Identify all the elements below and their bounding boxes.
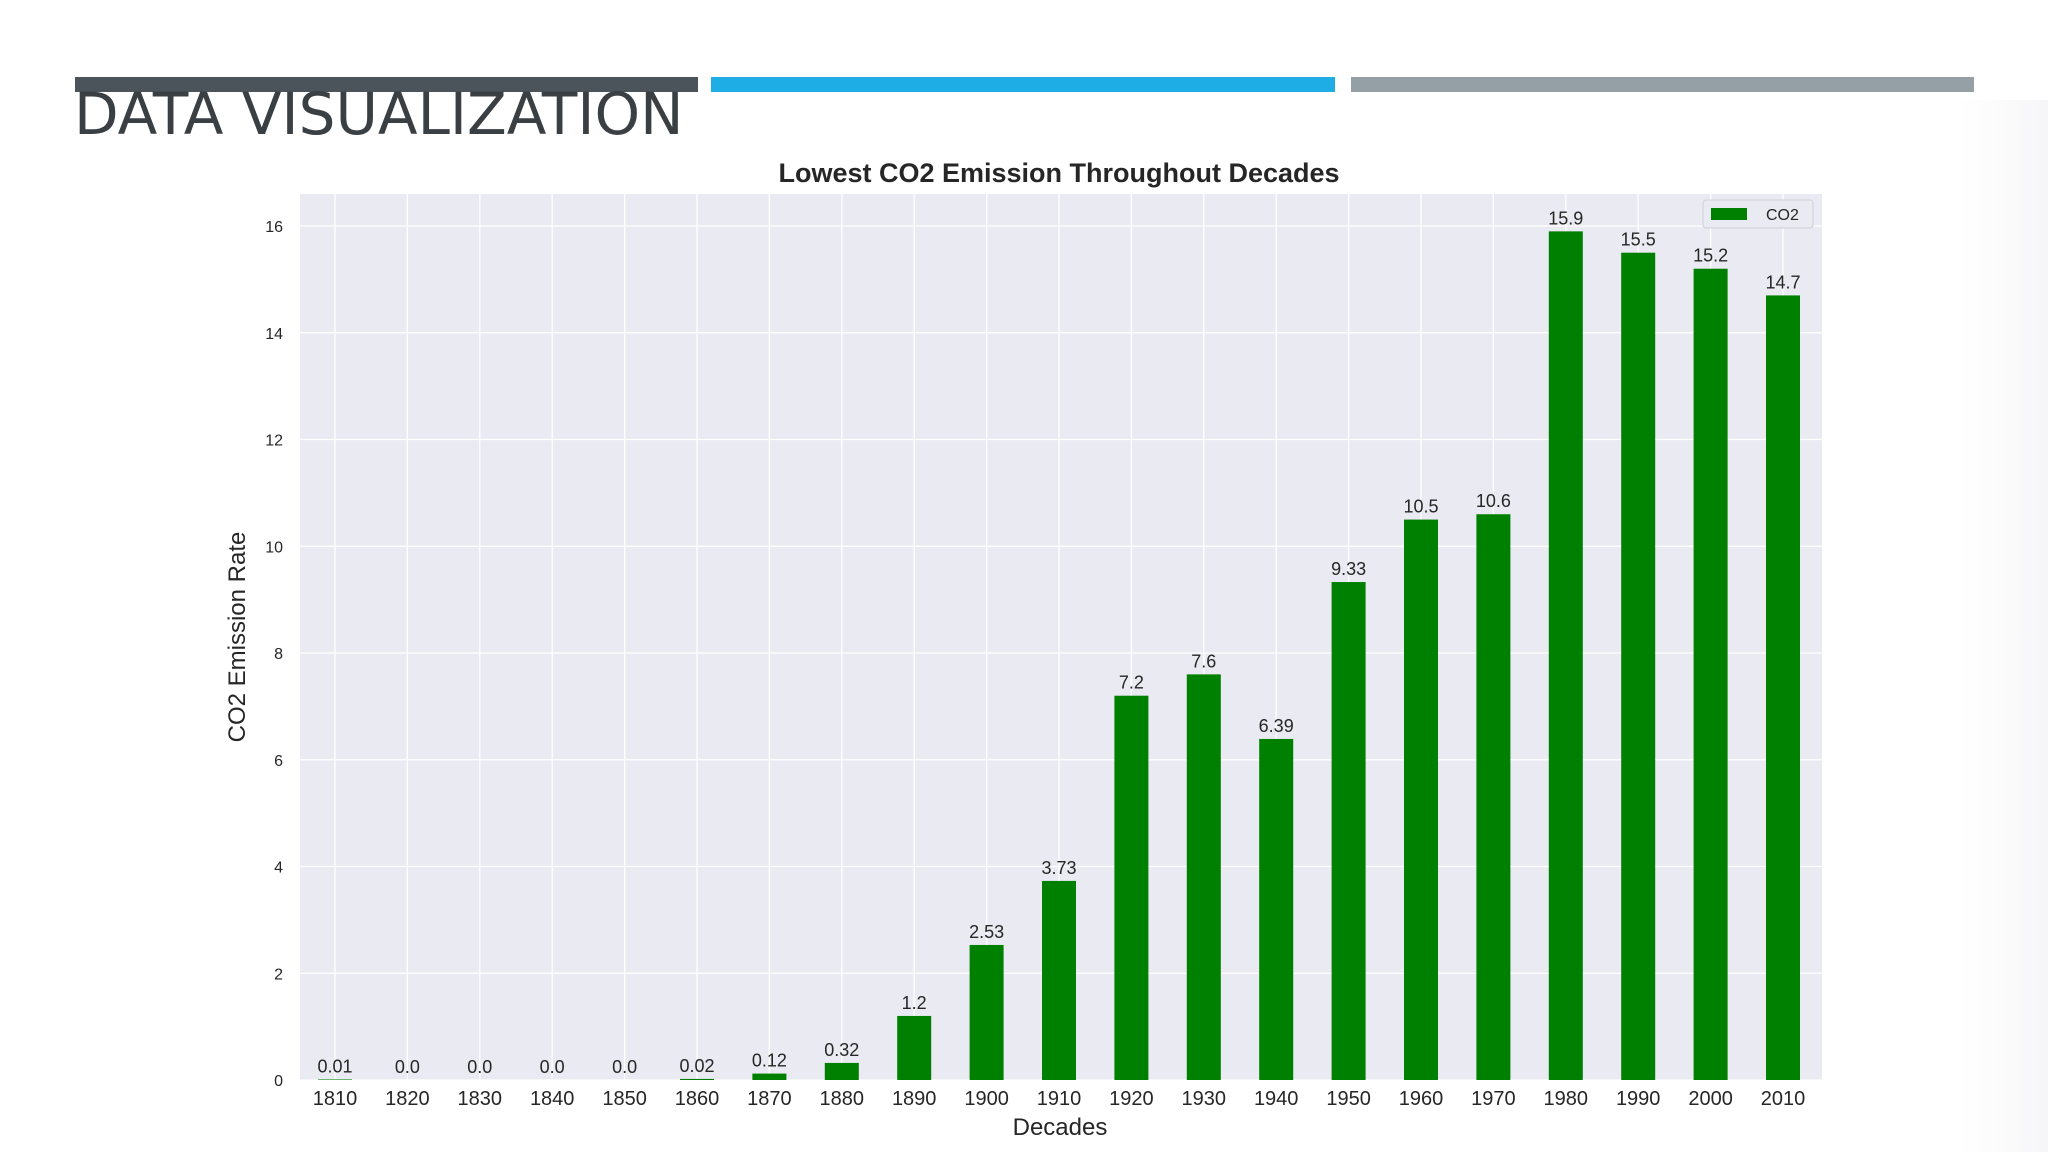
bar-1880 <box>824 1062 859 1080</box>
x-tick-label: 2000 <box>1688 1088 1733 1110</box>
data-label-1970: 10.6 <box>1476 491 1511 511</box>
x-tick-label: 1890 <box>892 1088 937 1110</box>
y-axis-label: CO2 Emission Rate <box>224 532 251 743</box>
data-label-1810: 0.01 <box>317 1056 352 1076</box>
data-label-1830: 0.0 <box>467 1057 492 1077</box>
data-label-1820: 0.0 <box>395 1057 420 1077</box>
data-label-1850: 0.0 <box>612 1057 637 1077</box>
x-tick-label: 2010 <box>1761 1088 1806 1110</box>
y-tick-label: 16 <box>265 219 283 236</box>
bar-1890 <box>897 1015 932 1080</box>
data-label-1860: 0.02 <box>679 1056 714 1076</box>
data-label-1920: 7.2 <box>1119 673 1144 693</box>
bar-1860 <box>680 1078 714 1080</box>
legend-swatch <box>1711 208 1747 220</box>
x-tick-label: 1990 <box>1616 1088 1661 1110</box>
data-label-1940: 6.39 <box>1259 716 1294 736</box>
data-label-1890: 1.2 <box>902 993 927 1013</box>
accent-bar-blue <box>711 77 1335 92</box>
x-tick-label: 1900 <box>964 1088 1009 1110</box>
data-label-1840: 0.0 <box>540 1057 565 1077</box>
data-label-1990: 15.5 <box>1621 230 1656 250</box>
bar-2010 <box>1766 295 1800 1080</box>
data-label-2000: 15.2 <box>1693 246 1728 266</box>
x-tick-label: 1960 <box>1399 1088 1444 1110</box>
y-tick-label: 4 <box>274 860 283 877</box>
x-tick-label: 1820 <box>385 1088 430 1110</box>
chart-title: Lowest CO2 Emission Throughout Decades <box>778 158 1339 188</box>
x-tick-label: 1840 <box>530 1088 575 1110</box>
data-label-1950: 9.33 <box>1331 559 1366 579</box>
x-tick-label: 1950 <box>1326 1088 1371 1110</box>
bar-1970 <box>1476 514 1511 1080</box>
bar-1990 <box>1621 252 1656 1081</box>
x-tick-label: 1910 <box>1037 1088 1082 1110</box>
y-tick-label: 2 <box>274 966 283 983</box>
bar-1900 <box>969 944 1004 1080</box>
data-label-1930: 7.6 <box>1191 651 1216 671</box>
x-tick-label: 1920 <box>1109 1088 1154 1110</box>
accent-bar-gray <box>1351 77 1974 92</box>
data-label-2010: 14.7 <box>1765 272 1800 292</box>
legend-box <box>1702 199 1814 229</box>
data-label-1910: 3.73 <box>1041 858 1076 878</box>
bar-1980 <box>1548 231 1583 1080</box>
y-tick-label: 10 <box>265 539 283 556</box>
y-tick-label: 14 <box>265 326 283 343</box>
bar-2000 <box>1693 268 1728 1080</box>
bar-1930 <box>1186 674 1221 1080</box>
bar-1910 <box>1042 880 1076 1080</box>
x-tick-label: 1830 <box>458 1088 503 1110</box>
x-tick-label: 1930 <box>1182 1088 1227 1110</box>
bar-1870 <box>752 1073 787 1080</box>
bar-1920 <box>1114 695 1149 1080</box>
data-label-1880: 0.32 <box>824 1040 859 1060</box>
x-tick-label: 1980 <box>1544 1088 1589 1110</box>
y-tick-label: 0 <box>274 1073 283 1090</box>
data-label-1900: 2.53 <box>969 922 1004 942</box>
x-tick-label: 1850 <box>602 1088 647 1110</box>
slide-title: DATA VISUALIZATION <box>74 80 684 148</box>
y-tick-label: 6 <box>274 753 283 770</box>
bar-1940 <box>1259 738 1294 1080</box>
data-label-1960: 10.5 <box>1403 497 1438 517</box>
x-tick-label: 1940 <box>1254 1088 1299 1110</box>
bar-1810 <box>318 1079 352 1080</box>
bar-1950 <box>1331 582 1366 1080</box>
data-label-1870: 0.12 <box>752 1051 787 1071</box>
data-label-1980: 15.9 <box>1548 208 1583 228</box>
x-tick-label: 1970 <box>1471 1088 1516 1110</box>
x-tick-label: 1870 <box>747 1088 792 1110</box>
y-tick-label: 8 <box>274 646 283 663</box>
y-tick-label: 12 <box>265 433 283 450</box>
slide-edge-shade <box>1960 100 2048 1152</box>
x-axis-label: Decades <box>1013 1114 1108 1141</box>
legend-label: CO2 <box>1766 207 1799 224</box>
x-tick-label: 1860 <box>675 1088 720 1110</box>
x-tick-label: 1880 <box>820 1088 865 1110</box>
bar-1960 <box>1404 519 1438 1080</box>
accent-bar-dark <box>75 77 698 92</box>
x-tick-label: 1810 <box>313 1088 358 1110</box>
